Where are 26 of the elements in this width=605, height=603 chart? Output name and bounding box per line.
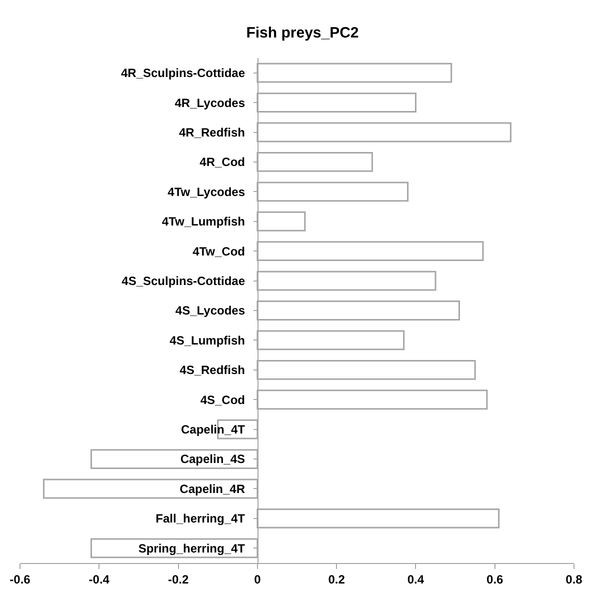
y-tick-label: 4R_Redfish — [178, 125, 246, 140]
x-tick-label: -0.6 — [10, 572, 31, 586]
y-tick-label: 4S_Redfish — [180, 363, 246, 378]
x-tick-label: -0.4 — [88, 572, 110, 586]
x-tick-label: 0.8 — [566, 572, 583, 586]
y-tick-label: 4S_Sculpins-Cottidae — [122, 274, 246, 288]
y-tick-label: Fall_herring_4T — [156, 512, 246, 526]
y-tick-label: Capelin_4R — [180, 482, 246, 496]
y-tick-label: 4R_Cod — [200, 155, 246, 170]
y-tick-label: Capelin_4T — [180, 422, 246, 437]
y-tick-label: 4S_Lumpfish — [170, 333, 246, 348]
y-tick-label: 4S_Lycodes — [175, 304, 246, 318]
y-tick-label: 4S_Cod — [200, 392, 246, 407]
x-tick-label: 0.4 — [407, 572, 424, 586]
y-tick-label: Capelin_4S — [180, 452, 246, 466]
y-tick-label: 4R_Sculpins-Cottidae — [120, 66, 246, 80]
y-tick-label: 4Tw_Cod — [192, 244, 246, 258]
y-tick-label: Spring_herring_4T — [138, 541, 246, 556]
x-tick-label: 0 — [254, 572, 262, 586]
x-tick-label: 0.6 — [486, 572, 504, 586]
chart-title: Fish preys_PC2 — [246, 24, 359, 42]
y-tick-label: 4Tw_Lumpfish — [162, 214, 246, 229]
x-tick-label: -0.2 — [168, 572, 189, 586]
y-tick-label: 4R_Lycodes — [174, 96, 246, 110]
y-tick-label: 4Tw_Lycodes — [168, 184, 246, 199]
x-tick-label: 0.2 — [328, 572, 346, 586]
